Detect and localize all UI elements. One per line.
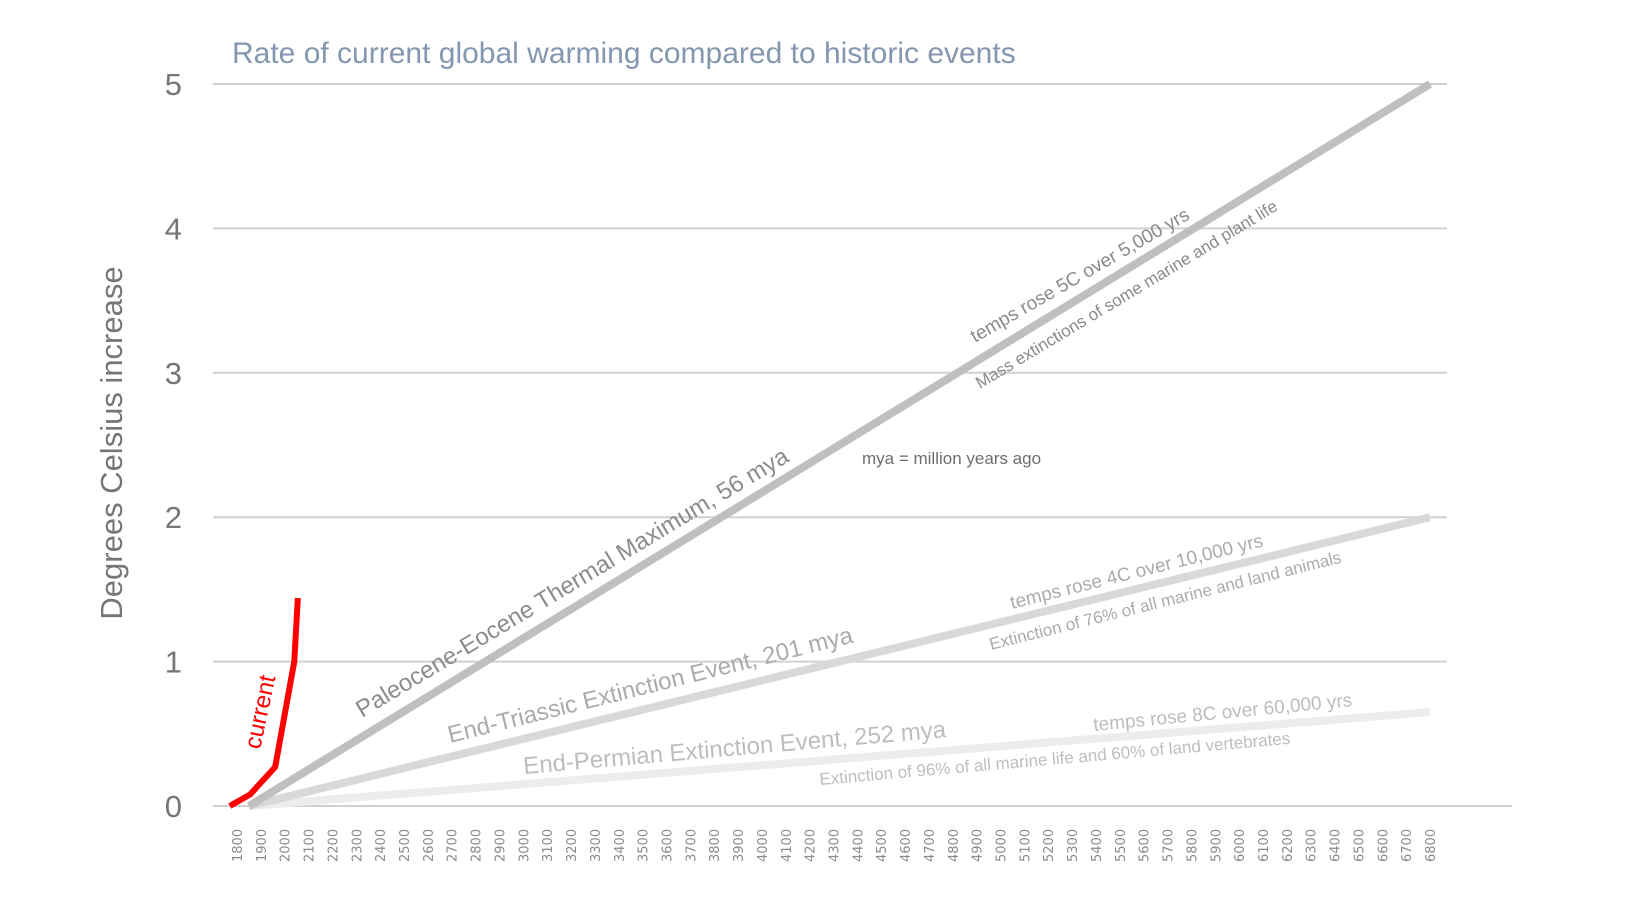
x-tick-label: 2400 <box>374 829 389 862</box>
x-tick-label: 6000 <box>1233 829 1248 862</box>
x-tick-label: 5700 <box>1162 829 1177 862</box>
x-tick-label: 1800 <box>231 829 246 862</box>
x-tick-label: 5000 <box>995 829 1010 862</box>
series-line-end-permian <box>248 708 1431 810</box>
x-tick-label: 3100 <box>541 829 556 862</box>
x-tick-label: 4300 <box>828 829 843 862</box>
x-tick-label: 4700 <box>923 829 938 862</box>
x-tick-label: 2600 <box>422 829 437 862</box>
mya-note: mya = million years ago <box>862 449 1041 468</box>
y-tick-label: 2 <box>165 500 182 535</box>
y-tick-label: 1 <box>165 645 182 680</box>
x-tick-label: 2500 <box>398 829 413 862</box>
x-tick-label: 5600 <box>1138 829 1153 862</box>
x-tick-label: 3500 <box>637 829 652 862</box>
x-tick-label: 5800 <box>1185 829 1200 862</box>
x-tick-label: 2100 <box>303 829 318 862</box>
y-tick-label: 4 <box>165 211 182 246</box>
x-tick-label: 5900 <box>1209 829 1224 862</box>
x-tick-label: 2200 <box>326 829 341 862</box>
x-tick-label: 4800 <box>947 829 962 862</box>
y-axis-label: Degrees Celsius increase <box>94 266 129 619</box>
x-tick-label: 2900 <box>493 829 508 862</box>
x-tick-label: 1900 <box>255 829 270 862</box>
series-line-end-triassic <box>247 513 1431 810</box>
x-tick-label: 6500 <box>1352 829 1367 862</box>
x-tick-label: 6700 <box>1400 829 1415 862</box>
x-tick-label: 3600 <box>660 829 675 862</box>
x-tick-label: 4500 <box>875 829 890 862</box>
y-tick-label: 3 <box>165 356 182 391</box>
x-tick-label: 3400 <box>613 829 628 862</box>
x-tick-label: 6300 <box>1305 829 1320 862</box>
x-tick-label: 2800 <box>470 829 485 862</box>
x-tick-label: 6800 <box>1424 829 1439 862</box>
x-tick-label: 3900 <box>732 829 747 862</box>
x-tick-label: 2000 <box>279 829 294 862</box>
x-tick-label: 3800 <box>708 829 723 862</box>
y-tick-label: 0 <box>165 789 182 824</box>
petm-label: Paleocene-Eocene Thermal Maximum, 56 mya <box>351 442 794 723</box>
x-tick-label: 6200 <box>1281 829 1296 862</box>
series-line-paleocene-eocene <box>246 80 1433 810</box>
x-tick-label: 4100 <box>780 829 795 862</box>
x-tick-label: 4200 <box>804 829 819 862</box>
x-tick-label: 6600 <box>1376 829 1391 862</box>
x-tick-label: 5400 <box>1090 829 1105 862</box>
x-tick-label: 6400 <box>1329 829 1344 862</box>
x-tick-label: 4600 <box>899 829 914 862</box>
x-tick-label: 5200 <box>1042 829 1057 862</box>
x-tick-label: 5300 <box>1066 829 1081 862</box>
x-tick-label: 5500 <box>1114 829 1129 862</box>
x-tick-label: 4400 <box>851 829 866 862</box>
x-tick-label: 3300 <box>589 829 604 862</box>
x-tick-labels: 1800 1900 2000 2100 2200 2300 2400 2500 2600 2700… <box>231 829 1439 862</box>
x-tick-label: 3200 <box>565 829 580 862</box>
gridlines <box>213 83 1512 807</box>
petm-effect-label: Mass extinctions of some marine and plan… <box>972 197 1281 393</box>
current-label: current <box>239 672 281 751</box>
x-tick-label: 2700 <box>446 829 461 862</box>
x-tick-label: 4900 <box>971 829 986 862</box>
x-tick-label: 3700 <box>684 829 699 862</box>
series-lines <box>228 80 1433 810</box>
series-line-current <box>228 597 301 809</box>
x-tick-label: 2300 <box>350 829 365 862</box>
x-tick-label: 5100 <box>1018 829 1033 862</box>
chart-title: Rate of current global warming compared … <box>232 37 1016 70</box>
x-tick-label: 6100 <box>1257 829 1272 862</box>
y-tick-label: 5 <box>165 67 182 102</box>
y-tick-labels: 0 1 2 3 4 5 <box>165 67 182 824</box>
x-tick-label: 4000 <box>756 829 771 862</box>
x-tick-label: 3000 <box>517 829 532 862</box>
